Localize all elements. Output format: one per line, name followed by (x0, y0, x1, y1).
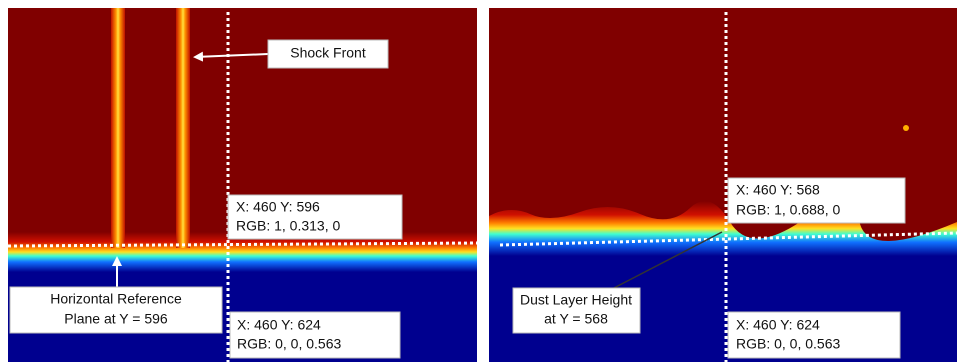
label: RGB: 0, 0, 0.563 (736, 336, 840, 352)
label: Shock Front (290, 45, 366, 61)
figure: Shock Front X: 460 Y: 596 RGB: 1, 0.313,… (0, 0, 965, 362)
label: at Y = 568 (544, 311, 608, 327)
shock-column (176, 8, 190, 248)
label: Horizontal Reference (50, 291, 182, 307)
label: X: 460 Y: 624 (237, 317, 321, 333)
label: RGB: 1, 0.313, 0 (236, 218, 340, 234)
label: X: 460 Y: 624 (736, 317, 820, 333)
left-panel: Shock Front X: 460 Y: 596 RGB: 1, 0.313,… (8, 8, 477, 362)
label: RGB: 1, 0.688, 0 (736, 202, 840, 218)
speck (903, 125, 909, 131)
label: X: 460 Y: 568 (736, 182, 820, 198)
right-panel: X: 460 Y: 568 RGB: 1, 0.688, 0 Dust Laye… (489, 8, 957, 362)
shock-column (111, 8, 125, 248)
label: RGB: 0, 0, 0.563 (237, 336, 341, 352)
label: X: 460 Y: 596 (236, 199, 320, 215)
label: Dust Layer Height (520, 292, 632, 308)
label: Plane at Y = 596 (64, 311, 168, 327)
